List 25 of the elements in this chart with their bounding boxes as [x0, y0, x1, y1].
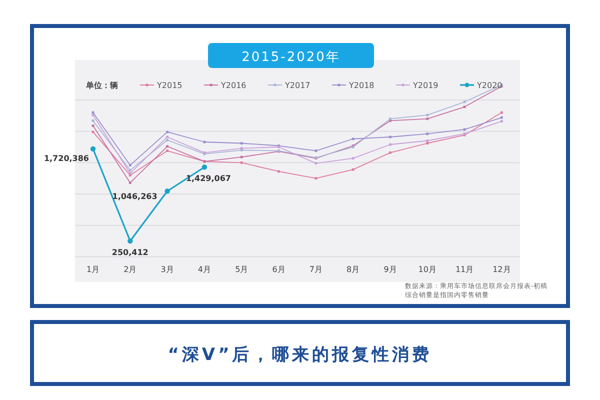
legend-label: Y2017	[284, 81, 310, 90]
x-tick-label: 11月	[455, 265, 474, 274]
x-tick-label: 5月	[235, 265, 248, 274]
x-tick-label: 9月	[384, 265, 397, 274]
y-axis-title: 单位：辆	[85, 81, 118, 90]
data-label: 1,429,067	[186, 174, 231, 184]
x-tick-label: 3月	[160, 265, 174, 274]
legend-label: Y2018	[348, 81, 374, 90]
legend-label: Y2015	[156, 81, 182, 90]
x-tick-label: 4月	[198, 265, 212, 274]
x-tick-label: 10月	[418, 265, 436, 274]
legend-label: Y2020	[476, 81, 502, 90]
x-tick-label: 12月	[492, 265, 511, 274]
data-label: 250,412	[112, 248, 148, 258]
text: “深V”后，哪来的报复性消费	[168, 345, 432, 365]
x-tick-label: 7月	[309, 265, 322, 274]
legend-label: Y2019	[412, 81, 438, 90]
legend-label: Y2016	[220, 81, 246, 90]
x-tick-label: 8月	[346, 265, 360, 274]
x-tick-label: 6月	[272, 265, 286, 274]
data-label: 1,046,263	[112, 192, 158, 202]
x-tick-label: 1月	[86, 265, 100, 274]
chart-title: 2015-2020年	[242, 50, 340, 65]
x-tick-label: 2月	[124, 265, 137, 274]
data-label: 1,720,386	[44, 154, 90, 163]
